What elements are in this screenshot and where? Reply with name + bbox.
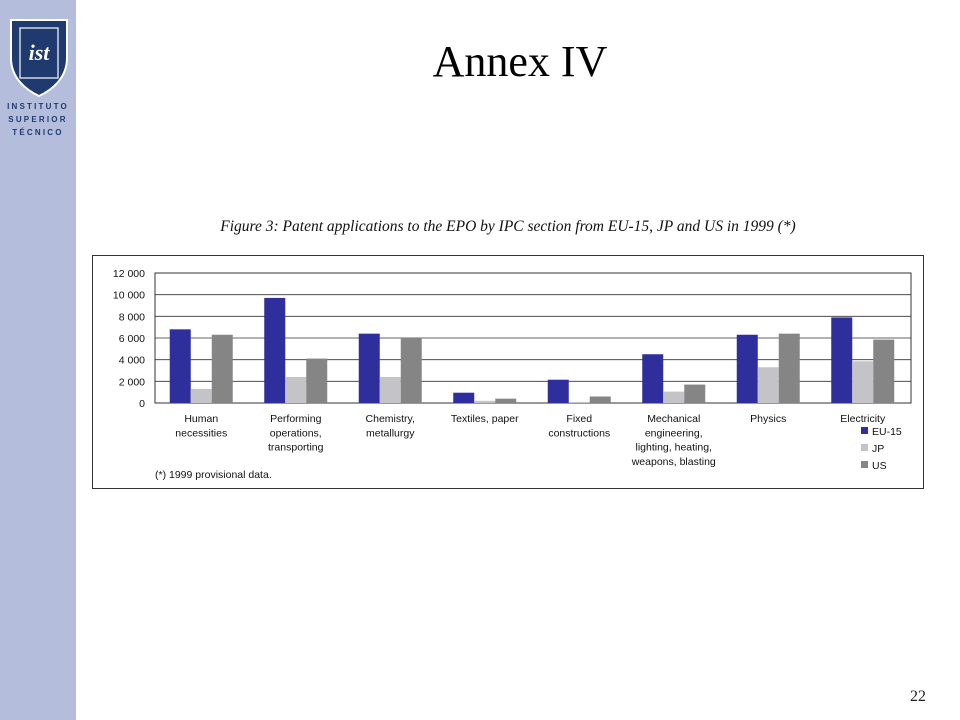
legend-swatch [861, 461, 868, 468]
legend-label: JP [872, 443, 884, 455]
bar-jp [474, 400, 496, 403]
legend-label: US [872, 460, 887, 472]
bar-jp [757, 367, 779, 403]
x-category-label-line: Performing [270, 413, 322, 425]
x-category-label-line: Fixed [566, 413, 592, 425]
x-category-label: Mechanical engineering, lighting, heating,… [631, 413, 716, 468]
y-tick-label: 8 000 [119, 311, 145, 323]
bar-us [684, 384, 706, 403]
x-category-label: Chemistry, metallurgy [366, 413, 416, 439]
x-category-label: Fixed constructions [548, 413, 610, 439]
bar-eu-15 [264, 297, 286, 403]
shield-monogram: ist [29, 40, 51, 65]
bar-us [589, 396, 611, 403]
logo-line-2: SUPERIOR [8, 115, 68, 124]
bar-us [495, 398, 517, 403]
shield-inner-band [19, 27, 59, 79]
x-category-label: Performing operations, transporting [268, 413, 324, 454]
y-tick-label: 12 000 [113, 268, 145, 280]
sidebar: ist INSTITUTO SUPERIOR TÉCNICO [0, 0, 76, 720]
slide-title: Annex IV [432, 37, 608, 86]
ist-shield-logo-icon: ist [10, 19, 68, 98]
bar-us [400, 338, 422, 403]
bar-jp [190, 388, 212, 403]
legend-swatch [861, 427, 868, 434]
x-category-label-line: operations, [270, 427, 322, 439]
x-category-label-line: engineering, [645, 427, 703, 439]
bar-chart: 0 2 000 4 000 6 000 8 000 10 000 12 000 Human ne… [113, 268, 912, 481]
bar-eu-15 [358, 333, 380, 403]
x-category-label-line: Human [184, 413, 218, 425]
bar-jp [663, 391, 685, 403]
page-number: 22 [910, 688, 926, 705]
x-category-label: Physics [750, 413, 786, 425]
x-category-label-line: necessities [175, 427, 227, 439]
bar-eu-15 [831, 317, 853, 403]
figure-caption: Figure 3: Patent applications to the EPO… [220, 218, 796, 235]
bar-eu-15 [453, 392, 475, 403]
legend-swatch [861, 444, 868, 451]
x-category-label-line: Physics [750, 413, 786, 425]
bar-jp [285, 377, 307, 403]
bar-eu-15 [547, 379, 569, 403]
bar-jp [379, 377, 401, 403]
x-category-label-line: constructions [548, 427, 610, 439]
x-category-label-line: lighting, heating, [636, 442, 712, 454]
x-category-label: Textiles, paper [451, 413, 519, 425]
x-category-label: Electricity [840, 413, 886, 425]
x-category-label-line: transporting [268, 442, 324, 454]
y-tick-label: 2 000 [119, 376, 145, 388]
x-category-label-line: Chemistry, [366, 413, 415, 425]
logo-line-3: TÉCNICO [12, 128, 64, 137]
shield-shape [10, 19, 68, 98]
y-tick-label: 6 000 [119, 333, 145, 345]
x-category-label-line: Textiles, paper [451, 413, 519, 425]
bar-us [211, 334, 233, 403]
y-tick-label: 0 [139, 398, 145, 410]
legend-label: EU-15 [872, 426, 902, 438]
x-category-label: Human necessities [175, 413, 227, 439]
bar-eu-15 [169, 329, 191, 403]
x-category-label-line: Mechanical [647, 413, 700, 425]
bar-eu-15 [642, 354, 664, 403]
bar-us [778, 333, 800, 403]
bar-eu-15 [736, 334, 758, 403]
x-category-label-line: weapons, blasting [631, 456, 716, 468]
y-tick-label: 10 000 [113, 290, 145, 302]
bar-jp [852, 361, 874, 403]
chart-footnote: (*) 1999 provisional data. [155, 469, 272, 481]
bar-us [306, 358, 328, 403]
logo-line-1: INSTITUTO [7, 102, 69, 111]
x-category-label-line: Electricity [840, 413, 886, 425]
bar-us [873, 339, 895, 403]
x-category-label-line: metallurgy [366, 427, 415, 439]
bar-jp [568, 401, 590, 403]
chart-frame: 0 2 000 4 000 6 000 8 000 10 000 12 000 Human ne… [92, 255, 924, 489]
y-tick-label: 4 000 [119, 355, 145, 367]
